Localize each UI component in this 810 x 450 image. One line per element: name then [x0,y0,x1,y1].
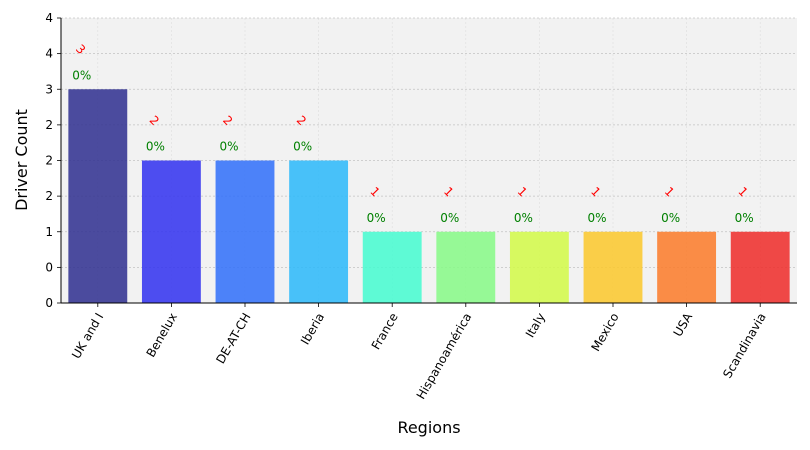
y-tick-label: 4 [45,11,53,25]
bar-percent-label: 0% [514,211,533,225]
bar [362,231,422,303]
x-tick-label: UK and I [69,311,106,362]
bar-percent-label: 0% [146,140,165,154]
x-tick-label: Scandinavia [720,311,769,381]
bar [436,231,496,303]
bar [730,231,790,303]
bar [68,89,128,303]
y-tick-label: 2 [45,154,53,168]
bar-percent-label: 0% [72,68,91,82]
bar [657,231,717,303]
x-tick-label: USA [671,310,696,339]
bar [215,160,275,303]
y-axis-title: Driver Count [12,109,31,211]
x-tick-label: Benelux [144,311,180,360]
bar-percent-label: 0% [293,140,312,154]
x-tick-label: Italy [523,311,548,341]
bar [583,231,643,303]
y-tick-label: 2 [45,118,53,132]
x-tick-label: Iberia [298,311,327,348]
y-tick-label: 1 [45,225,53,239]
y-tick-label: 4 [45,47,53,61]
bar-percent-label: 0% [587,211,606,225]
bars-group [68,89,790,303]
y-tick-label: 0 [45,296,53,310]
bar [289,160,349,303]
y-tick-label: 0 [45,260,53,274]
bar-percent-label: 0% [661,211,680,225]
y-tick-label: 2 [45,189,53,203]
bar [509,231,569,303]
x-axis-title: Regions [397,418,460,437]
x-tick-label: DE-AT-CH [213,311,253,367]
x-tick-label: Hispanoamérica [414,311,475,402]
y-tick-label: 3 [45,82,53,96]
x-tick-label: France [369,311,401,353]
x-tick-label: Mexico [589,311,622,354]
bar [141,160,201,303]
bar-percent-label: 0% [440,211,459,225]
bar-percent-label: 0% [735,211,754,225]
bar-percent-label: 0% [367,211,386,225]
bar-percent-label: 0% [219,140,238,154]
